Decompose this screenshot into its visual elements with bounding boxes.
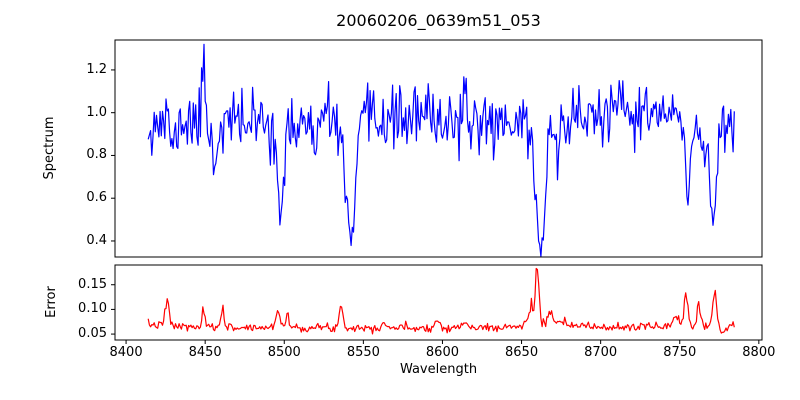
x-tick-label: 8650 [505,345,539,360]
x-tick-label: 8550 [346,345,380,360]
plot-title: 20060206_0639m51_053 [336,11,541,30]
spectrum-y-tick-label: 1.2 [86,61,107,77]
spectrum-y-tick-label: 0.8 [86,147,107,163]
spectrum-y-axis-label: Spectrum [42,116,57,180]
spectrum-y-tick-label: 0.6 [86,190,107,206]
spectrum-line [147,43,735,257]
x-tick-label: 8500 [267,345,301,360]
x-tick-label: 8750 [663,345,697,360]
error-y-tick-label: 0.05 [78,326,107,342]
x-axis-label: Wavelength [399,362,478,377]
x-tick-label: 8450 [188,345,222,360]
spectrum-y-tick-label: 0.4 [86,232,107,248]
x-tick-label: 8700 [584,345,618,360]
error-plot-frame [114,264,763,341]
spectrum-y-tick-label: 1.0 [86,104,107,120]
spectrum-plot-frame [114,39,763,258]
x-tick-label: 8400 [109,345,143,360]
error-line [147,267,735,335]
x-tick-label: 8800 [742,345,776,360]
x-tick-label: 8600 [425,345,459,360]
error-y-tick-label: 0.15 [78,276,107,292]
error-y-axis-label: Error [44,286,59,318]
error-y-tick-label: 0.10 [78,301,107,317]
